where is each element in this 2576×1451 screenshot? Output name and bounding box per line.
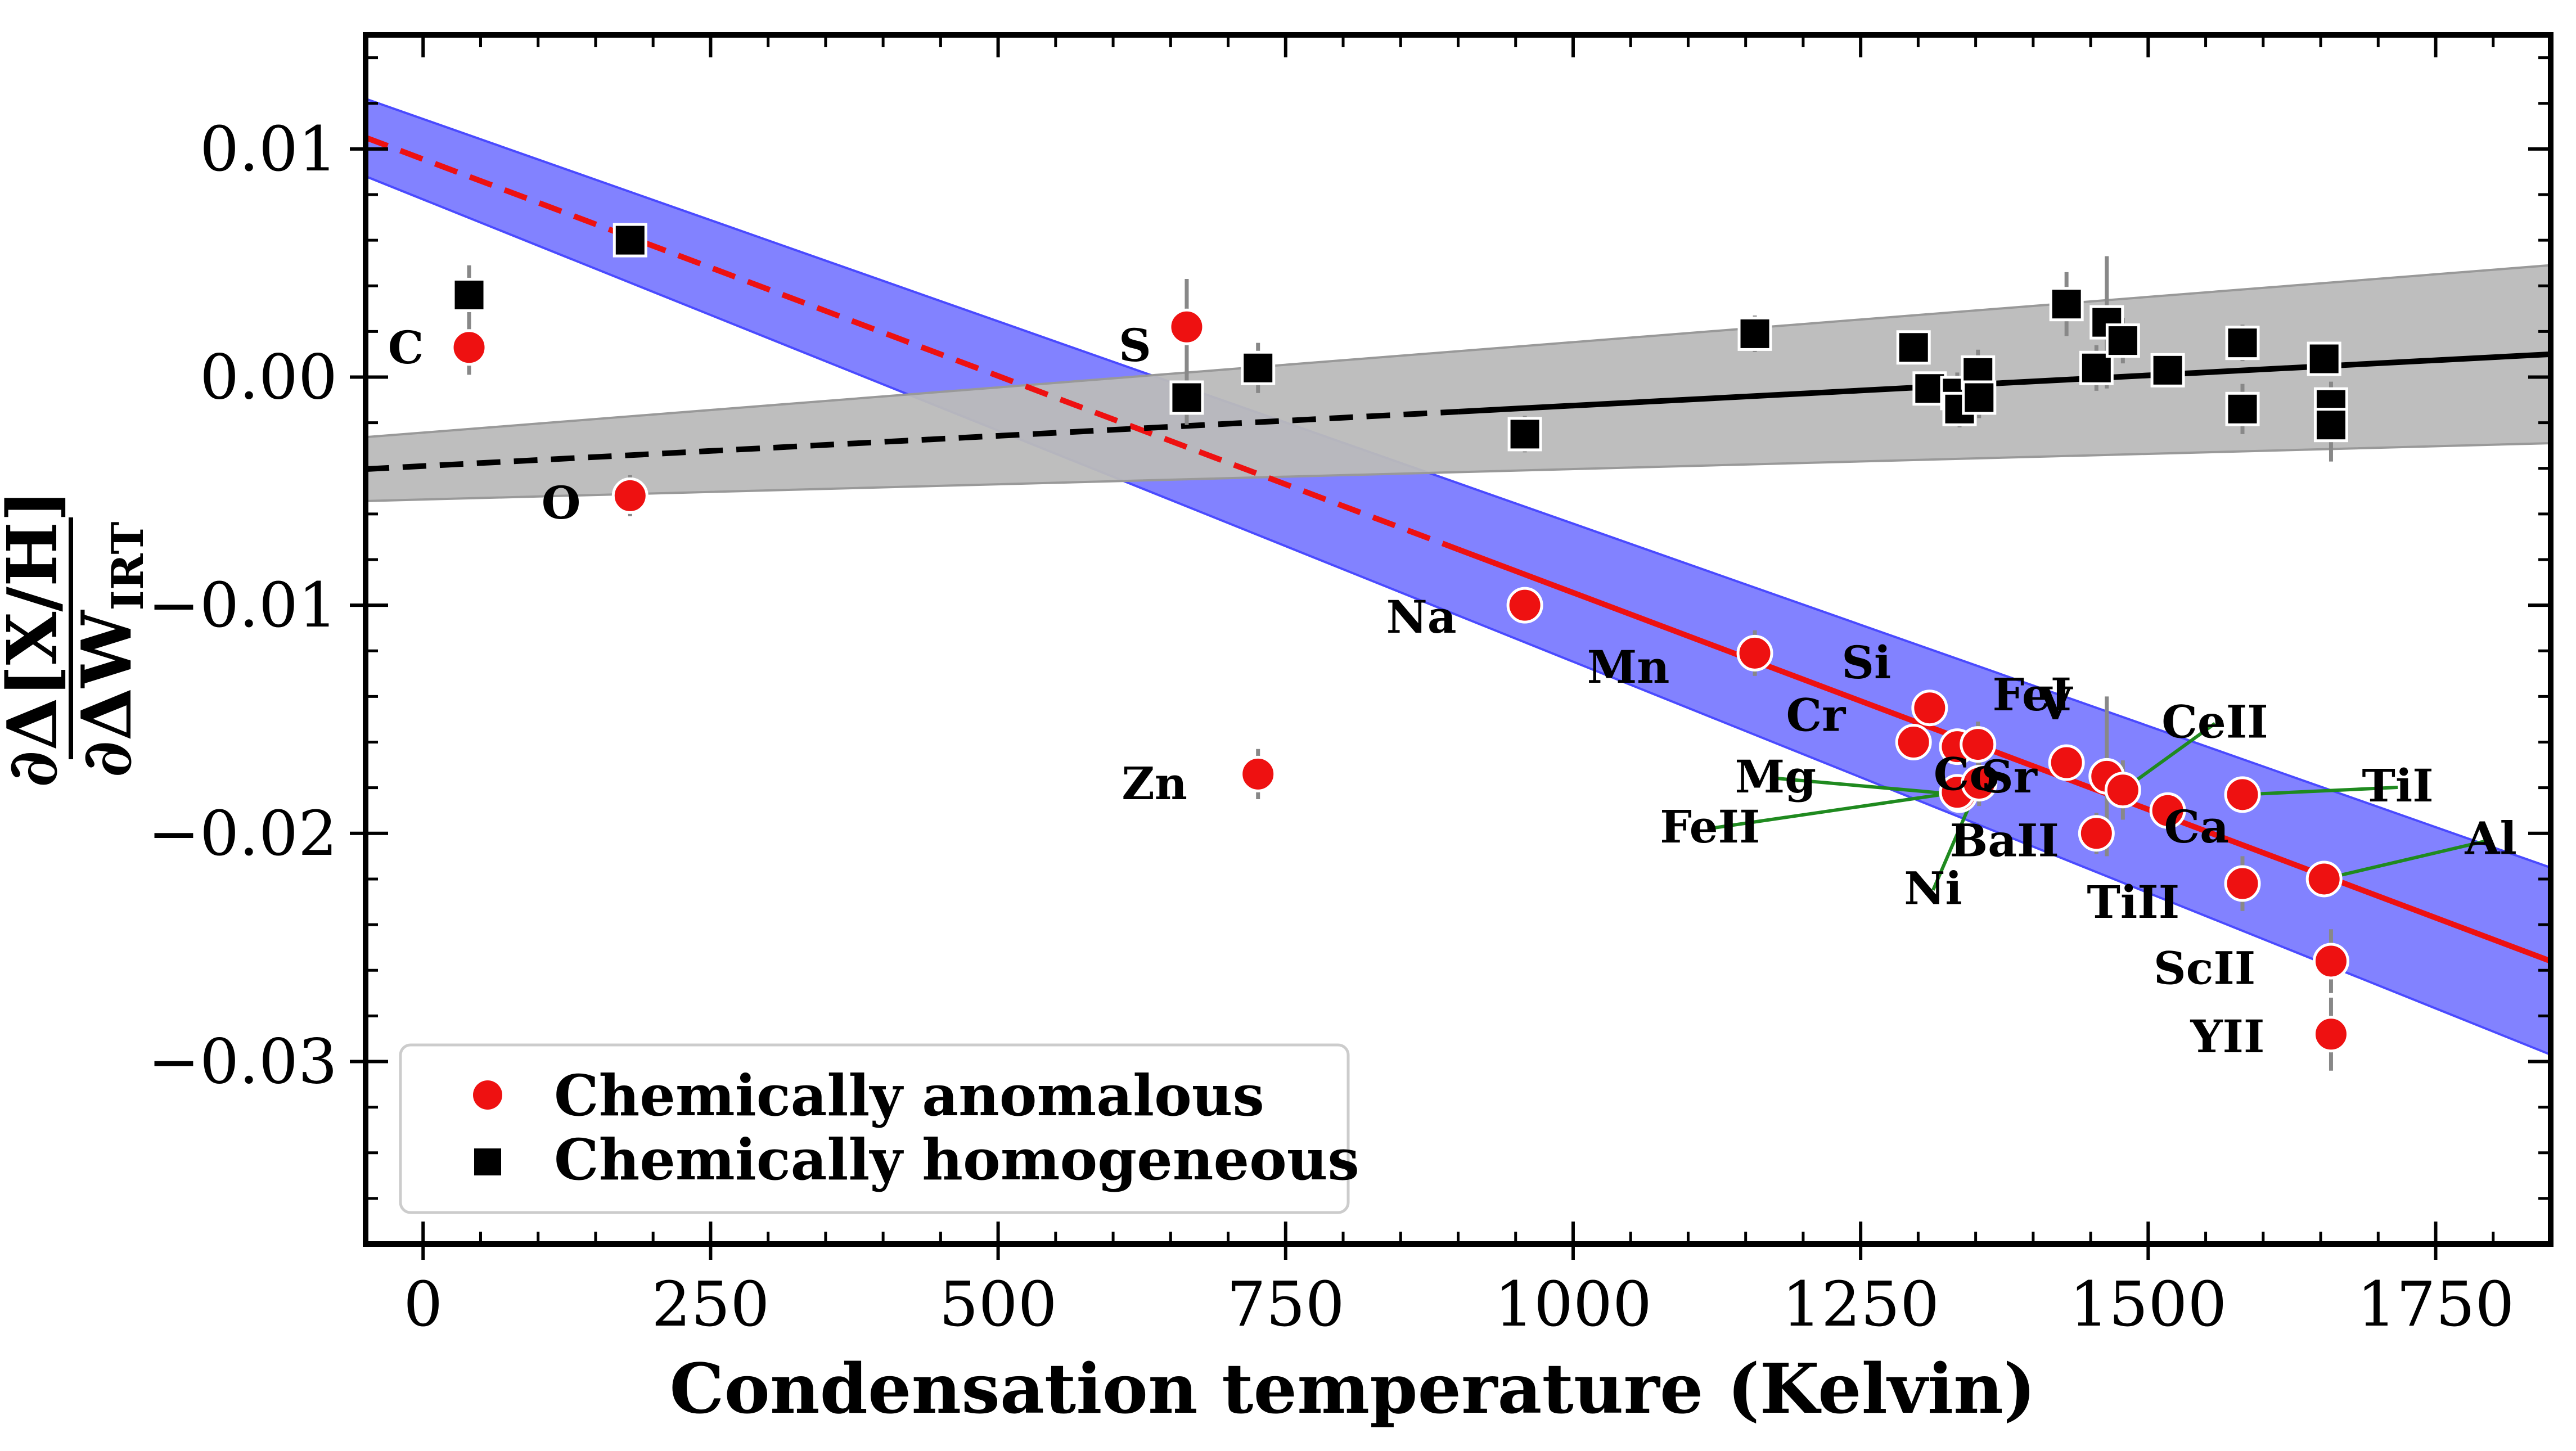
point-label-sr: Sr [1981, 750, 2038, 803]
label-connector-mg [1775, 776, 1960, 796]
point-label-tiii: TiII [2087, 876, 2179, 929]
point-label-o: O [542, 476, 581, 529]
point-label-mg: Mg [1735, 750, 1817, 803]
x-tick-label-1250: 1250 [1782, 1268, 1939, 1340]
point-label-v: V [2037, 677, 2074, 730]
homogeneous-point-0 [452, 277, 487, 312]
point-label-si: Si [1841, 636, 1891, 689]
homogeneous-point-11 [1962, 380, 1997, 415]
anomalous-point-ceii [2104, 772, 2141, 809]
point-label-s: S [1119, 319, 1151, 372]
y-axis-title-denominator: ∂ΔW [66, 610, 147, 778]
legend-label-homogeneous: Chemically homogeneous [554, 1126, 1359, 1193]
label-connector-feii [1709, 790, 1958, 831]
anomalous-point-c [451, 329, 488, 366]
y-axis-title-numerator: ∂Δ[X/H] [0, 489, 73, 787]
x-tick-label-1500: 1500 [2069, 1268, 2227, 1340]
fit-line-dashed-anomalous [364, 134, 1460, 552]
homogeneous-point-18 [2225, 391, 2260, 426]
x-tick-label-750: 750 [1227, 1268, 1345, 1340]
anomalous-point-na [1506, 587, 1543, 624]
homogeneous-point-15 [2105, 323, 2140, 358]
label-connector-al [2323, 838, 2492, 881]
anomalous-point-zn [1240, 755, 1277, 792]
homogeneous-point-6 [1896, 330, 1931, 365]
homogeneous-point-1 [613, 223, 647, 258]
anomalous-point-baii [2078, 815, 2115, 852]
legend: Chemically anomalous Chemically homogene… [399, 1043, 1359, 1214]
fit-line-solid-homogeneous [1458, 351, 2551, 414]
x-tick-label-500: 500 [939, 1268, 1057, 1340]
legend-marker-homogeneous [474, 1148, 501, 1175]
homogeneous-point-2 [1169, 380, 1204, 415]
x-tick-label-1750: 1750 [2357, 1268, 2515, 1340]
ticks: 0 250 500 750 1000 1250 1500 1750 0.01 0.00 −0.01 −… [148, 35, 2552, 1340]
legend-frame [399, 1043, 1350, 1214]
fit-line-dashed-homogeneous [365, 408, 1458, 472]
point-label-fei: FeI [1992, 668, 2071, 721]
homogeneous-point-12 [2049, 287, 2084, 322]
point-label-mn: Mn [1587, 641, 1670, 693]
label-connector-ceii [2122, 722, 2216, 792]
legend-marker-anomalous [473, 1080, 502, 1110]
x-axis-title: Condensation temperature (Kelvin) [669, 1348, 2035, 1429]
anomalous-point-tiii [2224, 865, 2261, 902]
anomalous-point-s [1168, 308, 1205, 345]
point-label-c: C [388, 321, 424, 374]
anomalous-point-mn [1736, 634, 1773, 672]
y-tick-label-4: −0.03 [148, 1025, 337, 1097]
anomalous-point-si [1911, 690, 1948, 727]
fit-line-solid-anomalous [1457, 547, 2552, 964]
label-connectors [1709, 722, 2492, 891]
point-label-ca: Ca [2164, 800, 2229, 853]
homogeneous-point-16 [2150, 353, 2185, 387]
point-label-yii: YII [2190, 1010, 2264, 1063]
anomalous-point-v [2048, 744, 2085, 781]
homogeneous-point-4 [1507, 417, 1542, 452]
anomalous-point-o [611, 477, 648, 514]
homogeneous-point-19 [2307, 341, 2341, 376]
anomalous-point-ni [1961, 765, 1998, 802]
point-label-na: Na [1386, 591, 1457, 643]
legend-label-anomalous: Chemically anomalous [554, 1062, 1264, 1129]
homogeneous-point-17 [2225, 326, 2260, 361]
y-tick-label-1: 0.00 [200, 341, 337, 413]
confidence-bands [364, 97, 2552, 1057]
y-tick-label-0: 0.01 [200, 113, 337, 185]
homogeneous-point-21 [2313, 408, 2348, 443]
fit-band-anomalous [364, 97, 2552, 1057]
anomalous-point-al [2305, 860, 2343, 898]
x-tick-label-1000: 1000 [1494, 1268, 1652, 1340]
point-label-cr: Cr [1786, 688, 1846, 741]
y-tick-label-3: −0.02 [148, 797, 337, 869]
point-label-ceii: CeII [2161, 695, 2268, 748]
point-label-feii: FeII [1660, 800, 1760, 853]
point-label-zn: Zn [1122, 757, 1187, 810]
y-tick-label-2: −0.01 [148, 569, 337, 641]
point-label-ni: Ni [1904, 862, 1962, 915]
x-tick-label-0: 0 [403, 1268, 443, 1340]
anomalous-point-scii [2312, 943, 2349, 980]
point-label-al: Al [2464, 812, 2516, 864]
anomalous-point-yii [2312, 1016, 2349, 1053]
homogeneous-point-3 [1241, 350, 1276, 385]
point-label-baii: BaII [1950, 814, 2059, 867]
data-markers [451, 223, 2349, 1053]
anomalous-point-ca [2149, 792, 2186, 829]
fit-lines [364, 134, 2552, 964]
anomalous-point-co [1960, 726, 1997, 763]
y-axis-title-subscript: IRT [102, 522, 154, 611]
anomalous-point-tii [2224, 776, 2261, 813]
anomalous-point-cr [1895, 724, 1932, 761]
x-tick-label-250: 250 [651, 1268, 769, 1340]
point-label-tii: TiI [2362, 759, 2433, 812]
y-axis-title: ∂Δ[X/H] ∂ΔWIRT [0, 489, 154, 787]
point-label-co: Co [1934, 748, 1999, 801]
homogeneous-point-5 [1737, 316, 1772, 351]
point-label-scii: ScII [2154, 942, 2255, 995]
label-connector-tii [2242, 786, 2398, 796]
svg-text:∂ΔWIRT: ∂ΔWIRT [66, 522, 154, 778]
